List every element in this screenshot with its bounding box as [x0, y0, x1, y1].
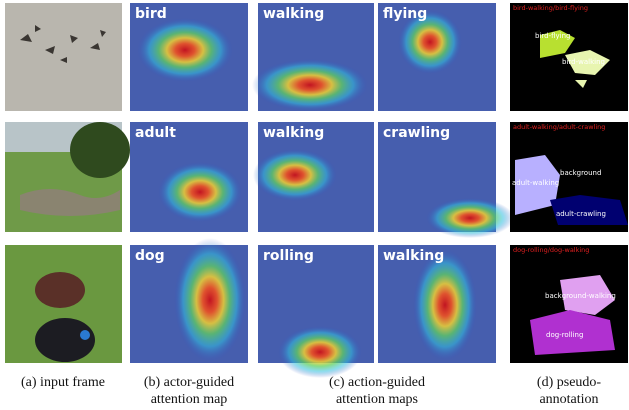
region-label: background — [560, 169, 601, 177]
map-label: walking — [263, 6, 324, 22]
heat-blob — [413, 249, 477, 361]
pseudo-header: adult-walking/adult-crawling — [513, 123, 605, 131]
caption: attention map — [151, 392, 228, 407]
heat-blob — [252, 59, 368, 111]
region-label: bird-walking — [562, 58, 605, 66]
caption: (b) actor-guided — [144, 375, 234, 390]
heat-blob — [158, 162, 242, 222]
caption: (a) input frame — [21, 375, 105, 390]
map-label: bird — [135, 6, 167, 22]
region-label: adult-crawling — [556, 210, 606, 218]
heat-blob — [253, 149, 337, 201]
region-label: dog-rolling — [546, 331, 583, 339]
map-label: walking — [263, 125, 324, 141]
map-label: dog — [135, 248, 165, 264]
heat-blob — [398, 10, 462, 74]
map-label: flying — [383, 6, 427, 22]
caption: (c) action-guided — [329, 375, 425, 390]
region-label: bird-flying — [535, 32, 571, 40]
heat-blob — [426, 198, 514, 238]
pseudo-header: dog-rolling/dog-walking — [513, 246, 589, 254]
caption: (d) pseudo- — [537, 375, 601, 390]
map-label: adult — [135, 125, 176, 141]
heat-blob — [174, 238, 246, 362]
heat-blob — [278, 326, 362, 378]
map-label: crawling — [383, 125, 450, 141]
caption: attention maps — [336, 392, 418, 407]
region-label: adult-walking — [512, 179, 559, 187]
map-label: rolling — [263, 248, 314, 264]
map-label: walking — [383, 248, 444, 264]
input-frame — [5, 3, 122, 111]
caption: annotation — [539, 392, 598, 407]
heat-blob — [137, 18, 233, 82]
pseudo-header: bird-walking/bird-flying — [513, 4, 588, 12]
region-label: background-walking — [545, 292, 616, 300]
